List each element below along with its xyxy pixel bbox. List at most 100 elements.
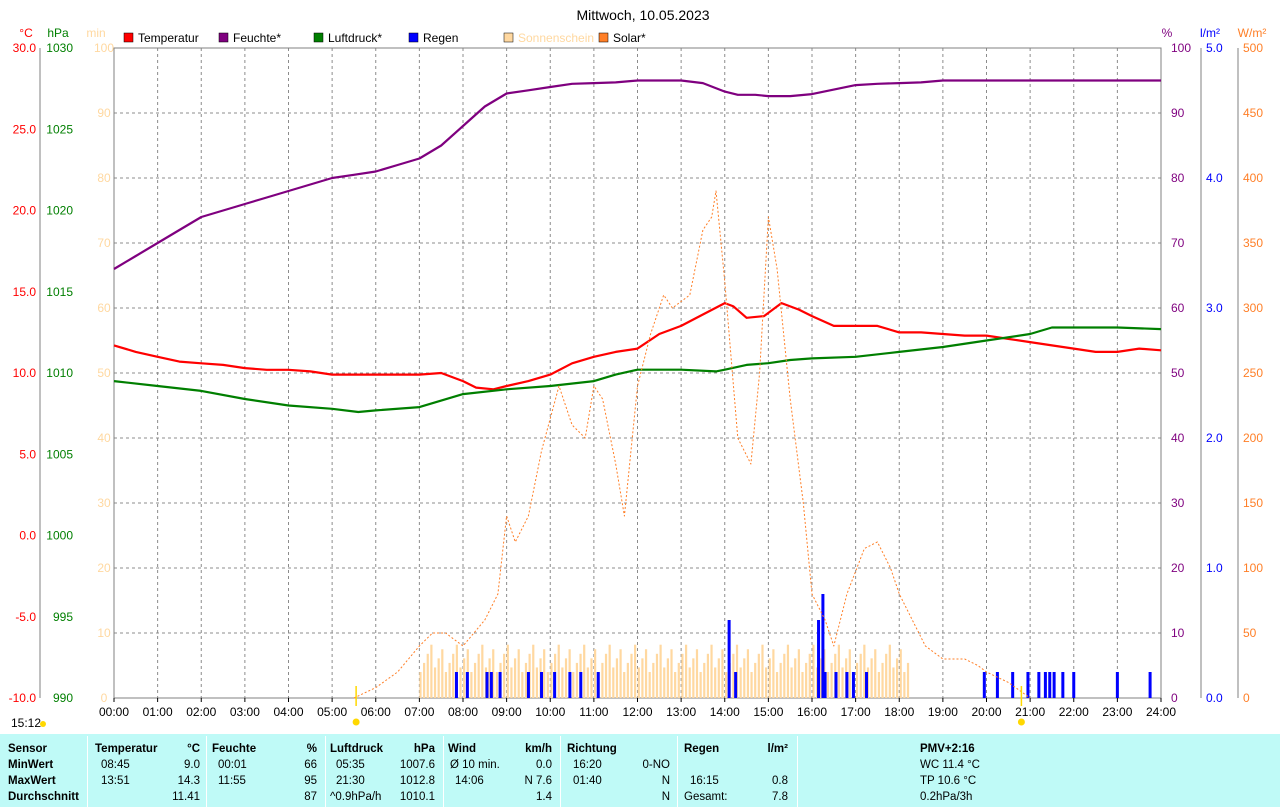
humidity-tick-label: 30 (1171, 496, 1185, 510)
sunshine-bar (470, 672, 473, 698)
header-rain: Regen (684, 743, 720, 755)
sunshine-bar (717, 658, 720, 698)
grid (113, 47, 1162, 699)
solar-unit-label: W/m² (1238, 26, 1267, 40)
min-temp-time: 08:45 (101, 759, 130, 771)
sunshine-bar (714, 667, 717, 698)
header-wind: Wind (448, 743, 476, 755)
rain-bar (579, 672, 583, 698)
update-time: 15:12 (11, 716, 42, 730)
x-tick-label: 19:00 (928, 705, 958, 719)
sunshine-bar (510, 667, 513, 698)
column-divider (560, 736, 561, 807)
sunshine-bar (874, 649, 877, 698)
sunshine-bar (604, 653, 608, 698)
sunshine-bar (732, 653, 735, 698)
sunshine-bar (684, 644, 688, 698)
avg-temp: 11.41 (172, 791, 200, 803)
wind-avg-label: Ø 10 min. (450, 759, 500, 771)
sunshine-bar (550, 662, 553, 698)
sunshine-bar (626, 662, 629, 698)
min-hum: 66 (304, 759, 317, 771)
sun-marker-dot (1017, 718, 1025, 726)
rain-bar (489, 672, 493, 698)
humidity-tick-label: 0 (1171, 691, 1178, 705)
temp-tick-label: -5.0 (15, 610, 36, 624)
x-axis: 00:00 01:00 02:00 03:00 04:00 05:00 06:00 07:00… (99, 698, 1176, 719)
sunshine-bar (641, 658, 644, 698)
x-tick-label: 15:00 (753, 705, 783, 719)
series-lines (113, 79, 1162, 699)
sunshine-bar (659, 644, 662, 698)
rain-tick-label: 4.0 (1206, 171, 1223, 185)
humidity-tick-label: 60 (1171, 301, 1185, 315)
rain-bar (995, 672, 999, 698)
min-wind: 0.0 (536, 759, 552, 771)
max-temp-time: 13:51 (101, 775, 130, 787)
sunshine-bar (757, 653, 760, 698)
sunshine-bar (561, 667, 564, 698)
rain-bar (821, 594, 825, 698)
pressure-tick-label: 995 (53, 610, 73, 624)
sunshine-bar (739, 667, 742, 698)
sunshine-bar (583, 644, 586, 698)
header-rain-unit: l/m² (767, 743, 788, 755)
sun-tick-label: 90 (97, 106, 111, 120)
header-wind-unit: km/h (525, 743, 552, 755)
humidity-tick-label: 90 (1171, 106, 1185, 120)
sunshine-bar (688, 667, 691, 698)
solar-tick-label: 250 (1243, 366, 1263, 380)
sun-unit-label: min (86, 26, 105, 40)
sunshine-bar (735, 644, 739, 698)
sunshine-bar (805, 662, 808, 698)
sunshine-bar (612, 667, 615, 698)
column-divider (797, 736, 798, 807)
rain-bar (1052, 672, 1056, 698)
solar-tick-label: 350 (1243, 236, 1263, 250)
pmv-trend: 0.2hPa/3h (920, 791, 973, 803)
temp-tick-label: 15.0 (13, 285, 37, 299)
pressure-unit-label: hPa (47, 26, 69, 40)
sunshine-bar (481, 644, 484, 698)
humidity-tick-label: 40 (1171, 431, 1185, 445)
sun-tick-label: 60 (97, 301, 111, 315)
x-tick-label: 08:00 (448, 705, 478, 719)
avg-wind: 1.4 (536, 791, 552, 803)
rain-bar (845, 672, 849, 698)
solar-tick-label: 0 (1243, 691, 1250, 705)
sunshine-bar (724, 672, 728, 698)
x-tick-label: 09:00 (492, 705, 522, 719)
x-tick-label: 01:00 (143, 705, 173, 719)
max-rain: 0.8 (772, 775, 788, 787)
sunshine-bar (746, 649, 750, 698)
x-tick-label: 23:00 (1102, 705, 1132, 719)
x-tick-label: 18:00 (884, 705, 914, 719)
sunshine-bar (648, 672, 651, 698)
header-pmv: PMV+2:16 (920, 743, 975, 755)
pressure-tick-label: 1025 (46, 122, 73, 136)
weather-chart: Mittwoch, 10.05.2023 °C hPa min % l/m² W… (9, 7, 1267, 726)
sunshine-bar (608, 644, 611, 698)
rain-bar (1115, 672, 1119, 698)
legend-swatch (123, 32, 134, 43)
sunshine-bar (459, 667, 462, 698)
sunshine-bar (430, 644, 433, 698)
sunshine-bar (699, 672, 702, 698)
min-dir-time: 16:20 (573, 759, 602, 771)
sunshine-bar (441, 649, 444, 698)
sunshine-bar (444, 672, 448, 698)
sun-tick-label: 30 (97, 496, 111, 510)
max-wind: N 7.6 (524, 775, 553, 787)
rain-bar (851, 672, 855, 698)
sunshine-bar (503, 653, 506, 698)
humidity-tick-label: 80 (1171, 171, 1185, 185)
min-press: 1007.6 (399, 759, 435, 771)
sunshine-bar (794, 658, 797, 698)
sunshine-bar (437, 658, 440, 698)
rain-bar (1037, 672, 1041, 698)
solar-tick-label: 500 (1243, 41, 1263, 55)
sunshine-bar (903, 672, 906, 698)
temp-tick-label: 10.0 (13, 366, 37, 380)
sunshine-bar (674, 672, 677, 698)
sunshine-bar (663, 667, 666, 698)
